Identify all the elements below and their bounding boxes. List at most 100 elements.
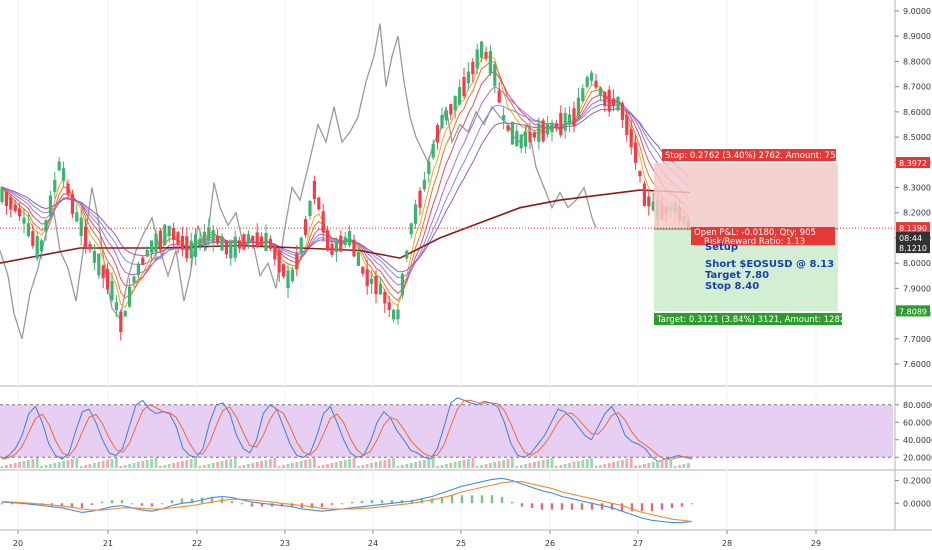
candle-body	[295, 253, 299, 270]
candlesticks[interactable]	[0, 40, 690, 341]
macd-histogram-bar	[490, 495, 494, 504]
volume-bar	[194, 458, 197, 468]
macd-histogram-bar	[660, 503, 664, 510]
volume-bar	[493, 462, 497, 468]
volume-bar	[348, 459, 351, 468]
candle-body	[304, 219, 308, 235]
macd-histogram-bar	[670, 503, 674, 509]
price-tick-label: 7.7000	[903, 335, 931, 344]
candle-body	[396, 309, 400, 320]
risk-reward-text: Risk/Reward Ratio: 1.13	[704, 237, 805, 247]
candle-body	[585, 77, 589, 87]
volume-bar	[299, 461, 303, 468]
volume-bar	[462, 460, 466, 468]
note-line-2: Target 7.80	[705, 270, 769, 281]
macd-histogram-bar	[470, 495, 474, 504]
volume-bar	[440, 465, 444, 468]
candle-body	[75, 212, 79, 222]
macd-histogram-bar	[500, 496, 504, 504]
candle-body	[167, 225, 171, 237]
volume-bar	[471, 458, 475, 468]
volume-bar	[361, 465, 365, 468]
candle-body	[488, 51, 492, 74]
stop-label-text: Stop: 0.2762 (3.40%) 2762, Amount: 750.0…	[665, 151, 854, 161]
candle-body	[550, 122, 554, 133]
volume-bar	[159, 466, 162, 468]
candle-body	[651, 201, 655, 211]
volume-bar	[247, 464, 250, 468]
candle-body	[581, 88, 585, 102]
volume-bar	[625, 459, 629, 468]
candle-body	[352, 239, 356, 257]
macd-histogram-bar	[70, 503, 74, 508]
volume-bar	[647, 463, 651, 468]
macd-histogram-bar	[680, 503, 684, 507]
volume-bar	[229, 459, 233, 468]
stochastic-k-line	[1, 397, 693, 463]
candle-body	[260, 236, 264, 246]
volume-bar	[13, 463, 17, 468]
volume-bar	[304, 460, 307, 468]
volume-bar	[27, 460, 30, 468]
volume-bar	[53, 463, 57, 468]
volume-bar	[97, 462, 101, 468]
candle-body	[123, 310, 127, 317]
volume-bar	[286, 464, 290, 468]
candle-body	[458, 87, 462, 105]
candle-body	[53, 179, 57, 192]
candle-body	[48, 195, 52, 217]
macd-line	[1, 477, 693, 524]
volume-bar	[49, 464, 52, 468]
candle-body	[286, 270, 290, 289]
target-label: Target: 0.3121 (3.84%) 3121, Amount: 128…	[654, 313, 859, 325]
time-tick-label: 24	[368, 539, 378, 548]
volume-bar	[506, 459, 510, 468]
candle-body	[515, 130, 519, 146]
candle-body	[145, 249, 149, 257]
volume-bar	[585, 459, 589, 468]
volume-bar	[396, 466, 400, 468]
candle-body	[88, 244, 92, 250]
macd-histogram-bar	[90, 503, 94, 505]
time-axis: 20 21 22 23 24 25 26 27 28 29	[13, 530, 821, 548]
candle-body	[44, 220, 48, 232]
volume-bar	[475, 466, 479, 468]
price-tick-label: 8.2000	[903, 209, 931, 218]
candle-body	[532, 132, 536, 138]
time-tick-label: 28	[722, 539, 732, 548]
price-tag-box	[896, 156, 930, 168]
macd-histogram-bar	[210, 496, 214, 504]
candle-body	[572, 108, 576, 127]
price-tag-box	[896, 222, 930, 234]
macd-histogram-bar	[150, 503, 154, 507]
candle-body	[202, 231, 206, 244]
candle-body	[638, 171, 642, 177]
macd-histogram-bar	[310, 503, 314, 509]
target-label-text: Target: 0.3121 (3.84%) 3121, Amount: 128…	[656, 315, 859, 325]
candle-body	[449, 103, 453, 115]
volume-bar	[431, 458, 435, 468]
volume-bar	[172, 463, 175, 468]
candle-body	[264, 233, 268, 251]
volume-bar	[453, 462, 457, 468]
macd-histogram-bar	[240, 503, 244, 505]
candle-body	[70, 194, 74, 214]
volume-bar	[524, 464, 527, 468]
candle-body	[229, 241, 233, 259]
candle-body	[246, 234, 250, 244]
macd-histogram-bar	[630, 503, 634, 512]
macd-histogram-bar	[410, 500, 414, 504]
time-tick-label: 21	[103, 539, 113, 548]
volume-bar	[590, 458, 593, 468]
candle-body	[414, 204, 418, 224]
volume-bar	[88, 464, 92, 468]
volume-bar	[40, 466, 43, 468]
candle-body	[154, 233, 158, 252]
candle-body	[84, 226, 88, 247]
candle-body	[330, 243, 334, 255]
volume-bar	[669, 458, 673, 468]
price-tick-label: 7.6000	[903, 360, 931, 369]
candle-body	[392, 309, 396, 320]
